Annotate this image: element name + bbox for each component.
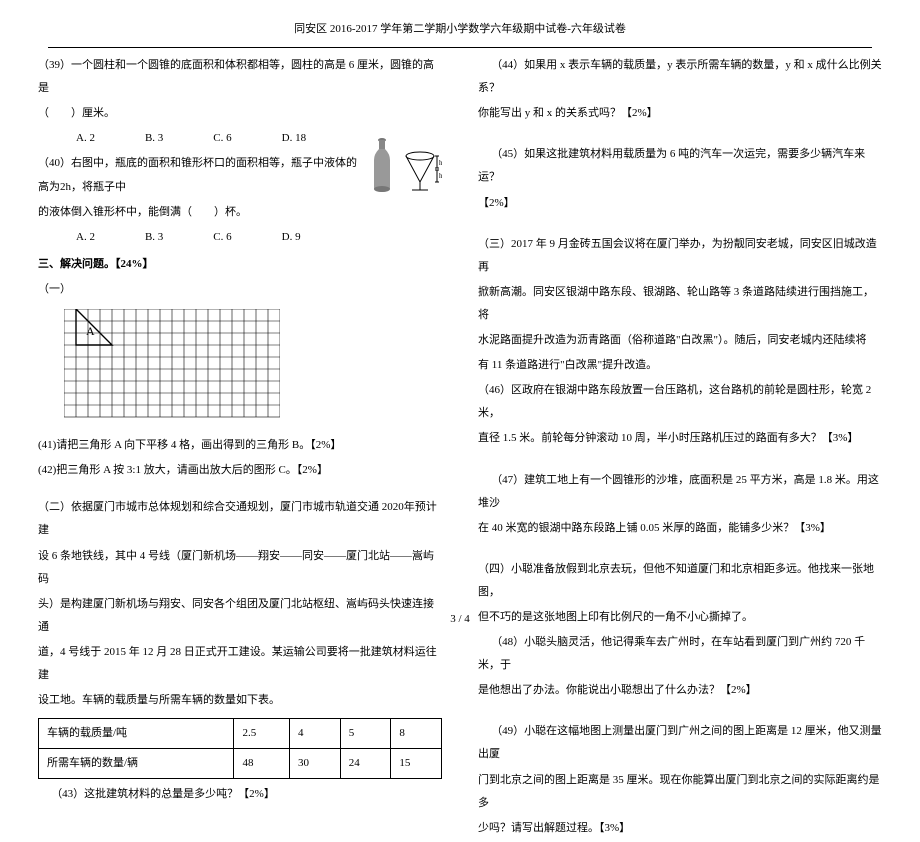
q39-opt-a: A. 2 xyxy=(76,127,95,150)
header-rule xyxy=(48,47,872,48)
q49-l1: （49）小聪在这幅地图上测量出厦门到广州之间的图上距离是 12 厘米，他又测量出… xyxy=(478,720,882,766)
q40-opt-c: C. 6 xyxy=(213,226,231,249)
page-header: 同安区 2016-2017 学年第二学期小学数学六年级期中试卷-六年级试卷 xyxy=(38,18,882,41)
q43: （43）这批建筑材料的总量是多少吨？【2%】 xyxy=(38,783,442,806)
sub3-l3: 水泥路面提升改造为沥青路面（俗称道路"白改黑"）。随后，同安老城内还陆续将 xyxy=(478,329,882,352)
q39-opt-b: B. 3 xyxy=(145,127,163,150)
sub1-label: （一） xyxy=(38,278,442,301)
svg-text:h: h xyxy=(439,172,442,180)
q44-l1: （44）如果用 x 表示车辆的载质量，y 表示所需车辆的数量，y 和 x 成什么… xyxy=(478,54,882,100)
td: 15 xyxy=(391,749,442,779)
td: 30 xyxy=(290,749,341,779)
q45-l2: 【2%】 xyxy=(478,192,882,215)
sub3-l2: 掀新高潮。同安区银湖中路东段、银湖路、轮山路等 3 条道路陆续进行围挡施工，将 xyxy=(478,281,882,327)
triangle-grid-figure: A xyxy=(64,309,280,419)
left-column: （39）一个圆柱和一个圆锥的底面积和体积都相等，圆柱的高是 6 厘米，圆锥的高是… xyxy=(38,54,442,842)
q45-l1: （45）如果这批建筑材料用载质量为 6 吨的汽车一次运完，需要多少辆汽车来运？ xyxy=(478,143,882,189)
sub2-l5: 设工地。车辆的载质量与所需车辆的数量如下表。 xyxy=(38,689,442,712)
q47-l1: （47）建筑工地上有一个圆锥形的沙堆，底面积是 25 平方米，高是 1.8 米。… xyxy=(478,469,882,515)
q39-line2: （ ）厘米。 xyxy=(38,102,442,125)
q48-l2: 是他想出了办法。你能说出小聪想出了什么办法？【2%】 xyxy=(478,679,882,702)
sub3-l4: 有 11 条道路进行"白改黑"提升改造。 xyxy=(478,354,882,377)
q41: (41)请把三角形 A 向下平移 4 格，画出得到的三角形 B。【2%】 xyxy=(38,434,442,457)
q49-l2: 门到北京之间的图上距离是 35 厘米。现在你能算出厦门到北京之间的实际距离约是多 xyxy=(478,769,882,815)
td: 4 xyxy=(290,719,341,749)
td: 48 xyxy=(234,749,290,779)
q39-line1: （39）一个圆柱和一个圆锥的底面积和体积都相等，圆柱的高是 6 厘米，圆锥的高是 xyxy=(38,54,442,100)
q46-l2: 直径 1.5 米。前轮每分钟滚动 10 周，半小时压路机压过的路面有多大？【3%… xyxy=(478,427,882,450)
q42: (42)把三角形 A 按 3:1 放大，请画出放大后的图形 C。【2%】 xyxy=(38,459,442,482)
right-column: （44）如果用 x 表示车辆的载质量，y 表示所需车辆的数量，y 和 x 成什么… xyxy=(478,54,882,842)
td: 8 xyxy=(391,719,442,749)
q39-opt-c: C. 6 xyxy=(213,127,231,150)
th-load: 车辆的载质量/吨 xyxy=(39,719,234,749)
section-3-title: 三、解决问题。【24%】 xyxy=(38,253,442,276)
sub2-l1: （二）依据厦门市城市总体规划和综合交通规划，厦门市城市轨道交通 2020年预计建 xyxy=(38,496,442,542)
q49-l3: 少吗？请写出解题过程。【3%】 xyxy=(478,817,882,840)
sub2-l2: 设 6 条地铁线，其中 4 号线（厦门新机场——翔安——同安——厦门北站——嵩屿… xyxy=(38,545,442,591)
content-columns: （39）一个圆柱和一个圆锥的底面积和体积都相等，圆柱的高是 6 厘米，圆锥的高是… xyxy=(38,54,882,842)
q48-l1: （48）小聪头脑灵活，他记得乘车去广州时，在车站看到厦门到广州约 720 千米，… xyxy=(478,631,882,677)
th-count: 所需车辆的数量/辆 xyxy=(39,749,234,779)
q40-line2: 的液体倒入锥形杯中，能倒满（ ）杯。 xyxy=(38,201,442,224)
q39-opt-d: D. 18 xyxy=(282,127,306,150)
sub3-l1: （三）2017 年 9 月金砖五国会议将在厦门举办，为扮靓同安老城，同安区旧城改… xyxy=(478,233,882,279)
svg-text:A: A xyxy=(86,324,95,338)
vehicle-table: 车辆的载质量/吨 2.5 4 5 8 所需车辆的数量/辆 48 30 24 15 xyxy=(38,718,442,779)
q46-l1: （46）区政府在银湖中路东段放置一台压路机，这台路机的前轮是圆柱形，轮宽 2 米… xyxy=(478,379,882,425)
sub4-l1: （四）小聪准备放假到北京去玩，但他不知道厦门和北京相距多远。他找来一张地图， xyxy=(478,558,882,604)
bottle-cup-figure: h h xyxy=(364,128,442,196)
q40-options: A. 2 B. 3 C. 6 D. 9 xyxy=(38,226,442,249)
q40-opt-b: B. 3 xyxy=(145,226,163,249)
q44-l2: 你能写出 y 和 x 的关系式吗？【2%】 xyxy=(478,102,882,125)
td: 5 xyxy=(340,719,391,749)
svg-text:h: h xyxy=(439,159,442,167)
td: 2.5 xyxy=(234,719,290,749)
q40-opt-d: D. 9 xyxy=(282,226,301,249)
q40-opt-a: A. 2 xyxy=(76,226,95,249)
sub2-l4: 道，4 号线于 2015 年 12 月 28 日正式开工建设。某运输公司要将一批… xyxy=(38,641,442,687)
td: 24 xyxy=(340,749,391,779)
page-footer: 3 / 4 xyxy=(0,608,920,631)
q47-l2: 在 40 米宽的银湖中路东段路上铺 0.05 米厚的路面，能铺多少米？【3%】 xyxy=(478,517,882,540)
